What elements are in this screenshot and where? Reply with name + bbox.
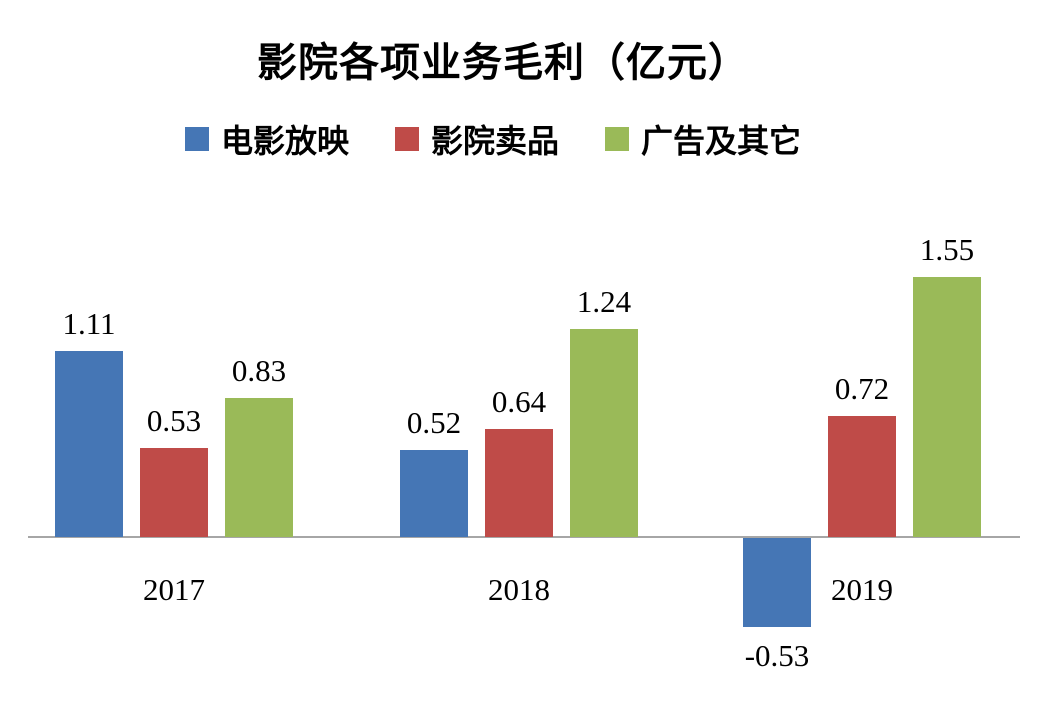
legend-label: 广告及其它 — [641, 123, 802, 159]
bar-2019-series-0 — [743, 538, 811, 627]
value-label-2017-series-0: 1.11 — [62, 306, 116, 341]
bar-2018-series-0 — [400, 450, 468, 537]
value-label-2018-series-2: 1.24 — [576, 284, 632, 319]
legend-label: 影院卖品 — [430, 123, 559, 159]
legend-swatch-icon — [605, 127, 629, 151]
x-axis-line — [28, 536, 1020, 538]
legend-swatch-icon — [394, 127, 419, 151]
value-label-2017-series-1: 0.53 — [146, 403, 202, 438]
chart-title: 影院各项业务毛利（亿元） — [257, 40, 749, 85]
bar-2017-series-2 — [225, 398, 293, 537]
value-label-2018-series-1: 0.64 — [491, 384, 547, 419]
value-label-2017-series-2: 0.83 — [231, 353, 287, 388]
category-label-2017: 2017 — [143, 572, 205, 607]
category-label-2019: 2019 — [831, 572, 893, 607]
bar-2017-series-1 — [140, 448, 208, 537]
bar-2018-series-1 — [485, 429, 553, 537]
value-label-2019-series-2: 1.55 — [919, 232, 975, 267]
legend-label: 电影放映 — [220, 123, 349, 159]
value-label-2018-series-0: 0.52 — [406, 405, 462, 440]
category-label-2018: 2018 — [488, 572, 550, 607]
bar-2018-series-2 — [570, 329, 638, 537]
bar-2019-series-2 — [913, 277, 981, 537]
bar-2017-series-0 — [55, 351, 123, 537]
bar-2019-series-1 — [828, 416, 896, 537]
legend-item-1: 影院卖品 — [394, 116, 559, 162]
legend-item-2: 广告及其它 — [605, 116, 801, 162]
value-label-2019-series-1: 0.72 — [834, 371, 890, 406]
value-label-2019-series-0: -0.53 — [744, 638, 810, 673]
legend-item-0: 电影放映 — [184, 116, 349, 162]
legend: 电影放映 影院卖品 广告及其它 — [0, 116, 986, 162]
legend-swatch-icon — [184, 127, 209, 151]
